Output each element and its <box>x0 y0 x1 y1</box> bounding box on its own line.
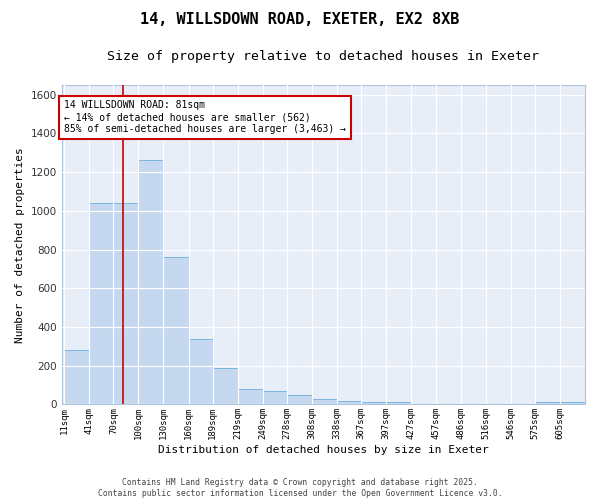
Bar <box>113 203 139 404</box>
Text: 14, WILLSDOWN ROAD, EXETER, EX2 8XB: 14, WILLSDOWN ROAD, EXETER, EX2 8XB <box>140 12 460 28</box>
X-axis label: Distribution of detached houses by size in Exeter: Distribution of detached houses by size … <box>158 445 489 455</box>
Text: 14 WILLSDOWN ROAD: 81sqm
← 14% of detached houses are smaller (562)
85% of semi-: 14 WILLSDOWN ROAD: 81sqm ← 14% of detach… <box>64 100 346 134</box>
Bar <box>560 402 585 404</box>
Bar <box>361 402 386 404</box>
Bar <box>64 350 89 405</box>
Bar <box>535 402 560 404</box>
Bar <box>163 258 188 404</box>
Text: Contains HM Land Registry data © Crown copyright and database right 2025.
Contai: Contains HM Land Registry data © Crown c… <box>98 478 502 498</box>
Title: Size of property relative to detached houses in Exeter: Size of property relative to detached ho… <box>107 50 539 63</box>
Bar <box>213 368 238 405</box>
Bar <box>139 160 163 404</box>
Bar <box>287 394 312 404</box>
Bar <box>337 400 361 404</box>
Bar <box>238 389 263 404</box>
Bar <box>263 391 287 404</box>
Bar <box>312 398 337 404</box>
Bar <box>386 402 412 404</box>
Bar <box>89 203 113 404</box>
Y-axis label: Number of detached properties: Number of detached properties <box>15 147 25 342</box>
Bar <box>188 338 213 404</box>
